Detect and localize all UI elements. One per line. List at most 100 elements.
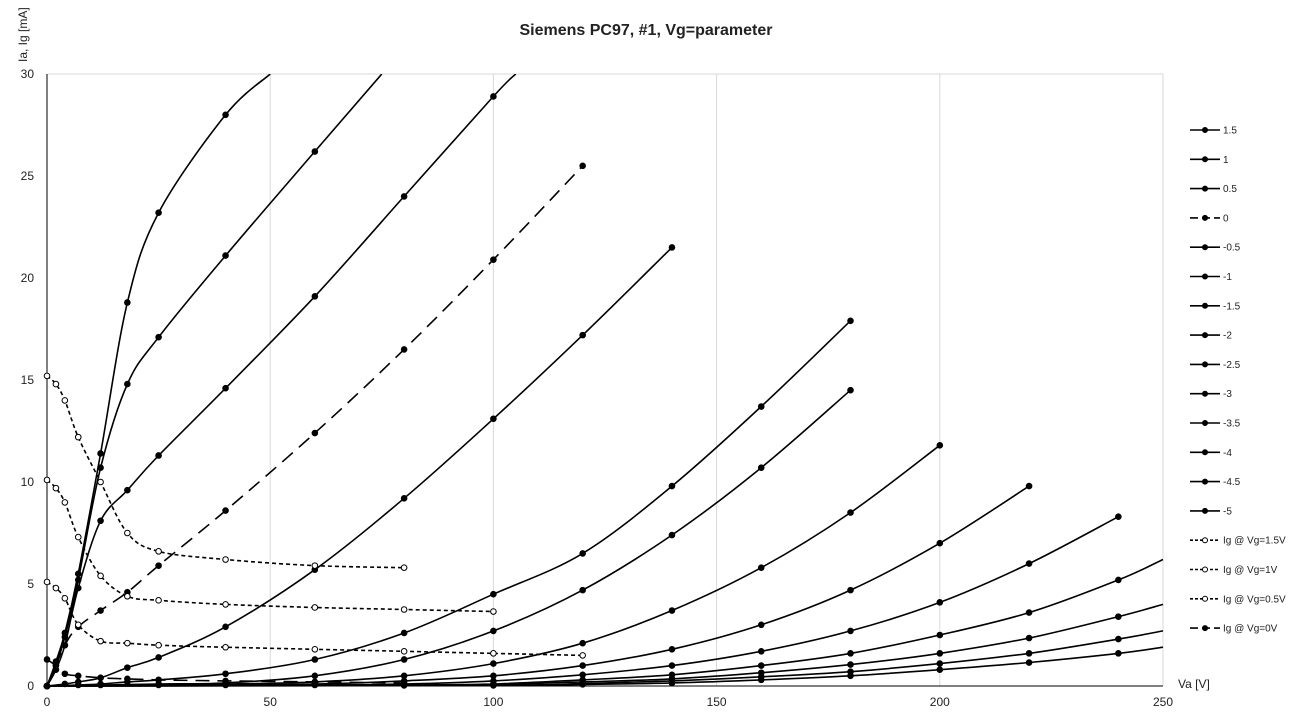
data-point xyxy=(400,495,408,502)
legend-item: 1 xyxy=(1190,155,1229,166)
data-point xyxy=(936,599,944,606)
series-line xyxy=(46,74,271,687)
data-point xyxy=(43,476,51,484)
data-point xyxy=(490,682,497,689)
data-point xyxy=(61,397,69,404)
x-tick-label: 150 xyxy=(707,695,727,709)
data-point xyxy=(936,539,944,547)
data-point xyxy=(847,317,854,325)
x-tick-label: 250 xyxy=(1153,695,1173,709)
data-point xyxy=(74,433,82,441)
data-point xyxy=(124,639,131,647)
data-point xyxy=(1025,482,1033,490)
data-point xyxy=(757,564,765,571)
legend-item: -3.5 xyxy=(1190,419,1241,430)
series-line xyxy=(46,515,1119,687)
data-point xyxy=(311,656,319,663)
data-point xyxy=(1025,634,1033,642)
legend-marker xyxy=(1202,156,1208,163)
legend-marker xyxy=(1202,332,1208,339)
data-point xyxy=(1025,560,1033,567)
data-point xyxy=(490,415,497,423)
data-point xyxy=(155,209,162,217)
legend-item: Ig @ Vg=1V xyxy=(1190,565,1278,576)
data-point xyxy=(847,586,854,594)
legend-marker xyxy=(1202,185,1208,192)
legend-label: Ig @ Vg=0V xyxy=(1223,624,1278,635)
legend-label: Ig @ Vg=0.5V xyxy=(1223,594,1286,605)
data-point xyxy=(400,193,408,200)
y-tick-label: 15 xyxy=(21,373,35,387)
legend-marker xyxy=(1202,302,1208,309)
data-point xyxy=(757,464,765,472)
data-point xyxy=(52,380,60,388)
data-point xyxy=(490,650,497,657)
legend-label: -5 xyxy=(1223,506,1232,517)
grid xyxy=(47,73,1164,686)
series-0 xyxy=(43,74,271,690)
data-point xyxy=(400,606,408,613)
legend-marker xyxy=(1202,537,1208,544)
data-point xyxy=(847,509,854,516)
legend-label: -3 xyxy=(1223,389,1232,400)
data-point xyxy=(222,601,229,608)
series-16 xyxy=(43,578,586,659)
legend-marker xyxy=(1202,244,1208,251)
data-point xyxy=(43,372,51,380)
data-point xyxy=(97,478,104,486)
x-axis-label: Va [V] xyxy=(1178,677,1210,691)
data-point xyxy=(847,661,854,668)
data-point xyxy=(43,656,51,663)
legend-label: 0.5 xyxy=(1223,184,1237,195)
legend-item: -5 xyxy=(1190,506,1232,517)
data-point xyxy=(847,627,854,635)
data-point xyxy=(936,631,944,639)
data-point xyxy=(1115,513,1122,520)
data-point xyxy=(579,652,586,659)
data-point xyxy=(222,252,229,259)
data-point xyxy=(579,586,586,594)
y-tick-label: 0 xyxy=(27,679,34,693)
legend-item: -1.5 xyxy=(1190,301,1241,312)
data-point xyxy=(490,256,497,263)
legend-label: -1 xyxy=(1223,272,1232,283)
data-point xyxy=(61,670,69,678)
legend-label: -2.5 xyxy=(1223,360,1241,371)
data-point xyxy=(124,529,131,537)
data-point xyxy=(52,484,60,492)
legend-item: -2.5 xyxy=(1190,360,1241,371)
legend-item: 0 xyxy=(1190,213,1229,224)
legend-item: -2 xyxy=(1190,331,1232,342)
data-point xyxy=(43,682,51,690)
data-point xyxy=(757,662,765,669)
data-point xyxy=(222,507,229,514)
data-point xyxy=(668,662,676,669)
data-point xyxy=(311,645,319,653)
y-axis-label: Ia, Ig [mA] xyxy=(16,7,30,62)
data-point xyxy=(311,678,319,686)
legend-label: -4 xyxy=(1223,448,1232,459)
legend-label: -1.5 xyxy=(1223,301,1241,312)
data-point xyxy=(668,482,676,490)
series-15 xyxy=(43,476,497,615)
series-4 xyxy=(43,244,676,690)
data-point xyxy=(311,293,319,300)
data-point xyxy=(124,664,131,671)
data-point xyxy=(490,608,497,615)
data-point xyxy=(668,679,676,687)
data-point xyxy=(97,674,104,682)
data-point xyxy=(52,662,60,669)
x-tick-label: 0 xyxy=(44,695,51,709)
y-tick-label: 20 xyxy=(21,271,35,285)
series-line xyxy=(46,630,1164,687)
data-point xyxy=(124,299,131,306)
data-point xyxy=(97,464,104,472)
data-point xyxy=(490,590,497,598)
data-point xyxy=(155,333,162,341)
legend-marker xyxy=(1202,507,1208,514)
legend-label: 1.5 xyxy=(1223,126,1237,137)
data-point xyxy=(757,676,765,684)
legend-marker xyxy=(1202,478,1208,485)
y-tick-label: 25 xyxy=(21,169,35,183)
data-point xyxy=(124,486,131,494)
